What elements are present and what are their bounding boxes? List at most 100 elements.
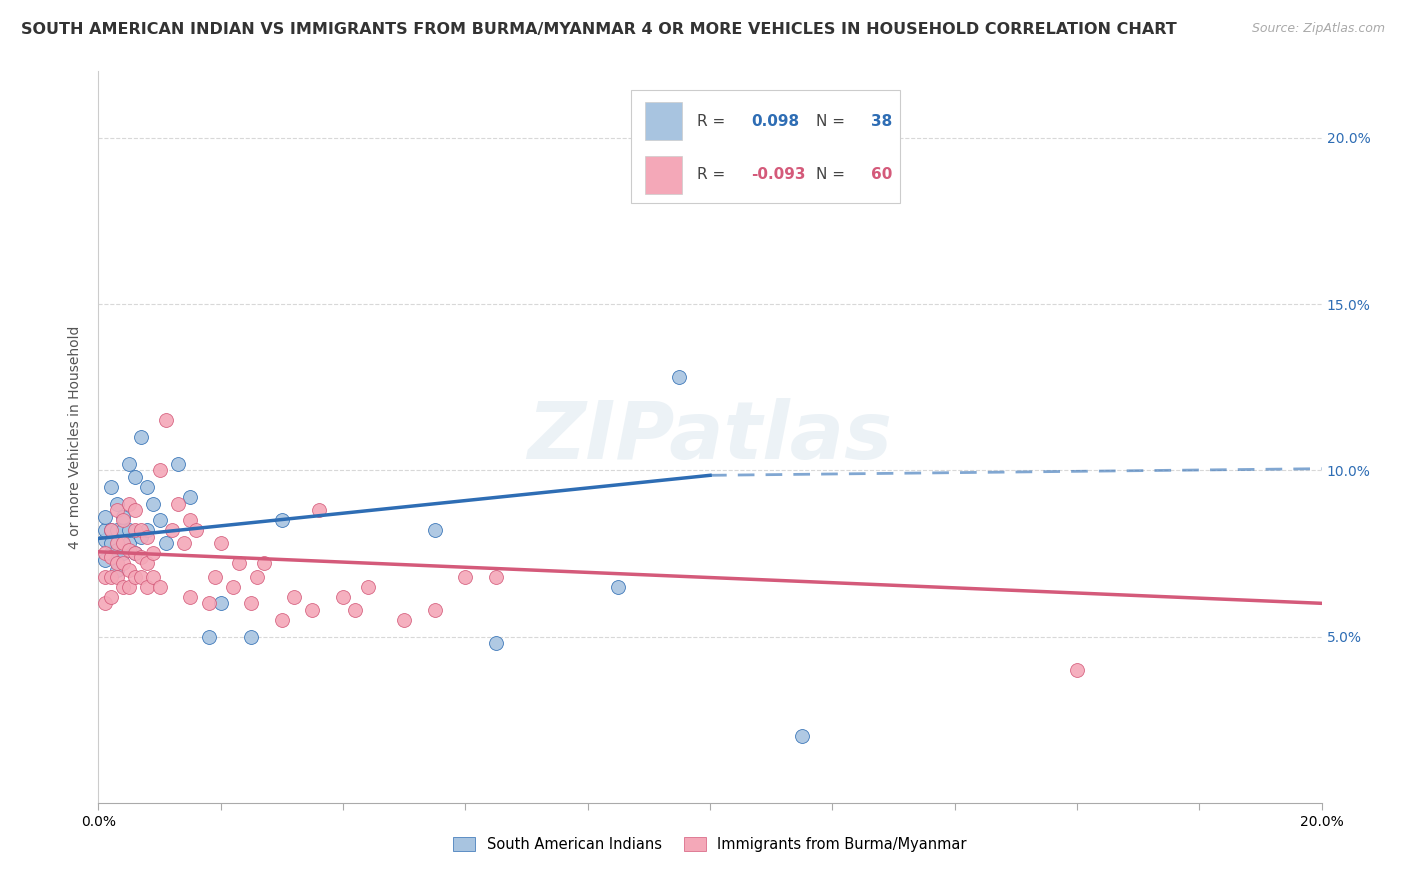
Point (423, 603, 446, 617)
Point (668, 370, 690, 384)
Point (142, 497, 165, 511)
Point (111, 546, 134, 560)
Point (228, 557, 250, 571)
Point (252, 557, 274, 571)
Text: -0.093: -0.093 (752, 167, 806, 182)
Point (100, 480, 122, 494)
Text: 0.098: 0.098 (752, 114, 800, 128)
Point (100, 549, 122, 564)
Point (283, 590, 305, 604)
Point (179, 490, 201, 504)
Point (93, 509, 115, 524)
Point (105, 523, 128, 537)
Point (607, 580, 630, 594)
Point (197, 630, 219, 644)
Point (423, 523, 446, 537)
Text: 60: 60 (872, 167, 893, 182)
Point (179, 513, 201, 527)
Point (129, 430, 152, 444)
Point (129, 549, 152, 564)
Point (105, 497, 128, 511)
Point (129, 530, 152, 544)
Point (124, 570, 146, 584)
Point (392, 613, 416, 627)
Point (124, 546, 146, 560)
Point (485, 636, 508, 650)
Point (100, 546, 122, 560)
FancyBboxPatch shape (645, 156, 682, 194)
Point (93, 523, 115, 537)
Point (136, 480, 159, 494)
Point (136, 580, 159, 594)
Point (111, 580, 134, 594)
Point (100, 536, 122, 550)
Text: N =: N = (817, 167, 851, 182)
Point (240, 630, 263, 644)
Point (142, 570, 165, 584)
Text: ZIPatlas: ZIPatlas (527, 398, 893, 476)
Point (93, 570, 115, 584)
Point (308, 503, 330, 517)
Text: R =: R = (696, 114, 730, 128)
Y-axis label: 4 or more Vehicles in Household: 4 or more Vehicles in Household (69, 326, 83, 549)
Point (149, 513, 172, 527)
Point (485, 570, 508, 584)
Point (344, 603, 367, 617)
Point (129, 523, 152, 537)
Point (100, 590, 122, 604)
Point (100, 523, 122, 537)
Point (209, 536, 232, 550)
Point (204, 570, 226, 584)
Point (124, 503, 146, 517)
Point (301, 603, 323, 617)
Point (136, 557, 159, 571)
Point (124, 523, 146, 537)
Point (356, 580, 378, 594)
Point (136, 523, 159, 537)
Point (1066, 663, 1088, 677)
Point (160, 523, 183, 537)
Point (93, 533, 115, 548)
Point (93, 596, 115, 610)
Text: N =: N = (817, 114, 851, 128)
Legend: South American Indians, Immigrants from Burma/Myanmar: South American Indians, Immigrants from … (447, 831, 973, 858)
Point (240, 596, 263, 610)
Point (105, 563, 128, 577)
Point (270, 513, 292, 527)
Point (129, 570, 152, 584)
Point (270, 613, 292, 627)
Point (111, 523, 134, 537)
Point (93, 546, 115, 560)
Point (155, 413, 177, 427)
Point (173, 536, 195, 550)
Point (105, 543, 128, 558)
Point (118, 580, 141, 594)
Point (111, 513, 134, 527)
Point (142, 546, 165, 560)
Point (155, 536, 177, 550)
Point (167, 457, 190, 471)
Point (186, 523, 208, 537)
FancyBboxPatch shape (630, 90, 900, 203)
Point (105, 536, 128, 550)
Point (197, 596, 219, 610)
Point (222, 580, 245, 594)
Point (124, 470, 146, 484)
Point (454, 570, 477, 584)
Text: 38: 38 (872, 114, 893, 128)
Text: Source: ZipAtlas.com: Source: ZipAtlas.com (1251, 22, 1385, 36)
Point (105, 570, 128, 584)
Point (118, 497, 141, 511)
Point (105, 557, 128, 571)
Point (105, 503, 128, 517)
Point (332, 590, 354, 604)
Point (124, 546, 146, 560)
Point (111, 509, 134, 524)
Point (111, 536, 134, 550)
Point (790, 729, 813, 743)
Point (118, 523, 141, 537)
Point (167, 497, 190, 511)
Point (118, 457, 141, 471)
Point (136, 530, 159, 544)
Point (118, 543, 141, 558)
